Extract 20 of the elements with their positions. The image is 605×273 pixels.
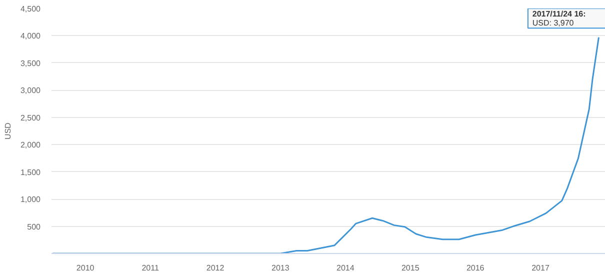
y-tick-label: 1,000 [20, 195, 42, 204]
x-tick-label: 2015 [401, 264, 420, 272]
y-tick-label: 4,500 [20, 4, 42, 14]
x-tick-label: 2013 [272, 264, 290, 272]
y-tick-label: 4,000 [20, 32, 42, 41]
x-tick-label: 2012 [206, 264, 225, 272]
y-tick-label: 1,500 [20, 168, 42, 177]
y-tick-label: 3,000 [20, 86, 42, 96]
y-tick-label: 2,000 [20, 140, 42, 150]
annotation: 2017/11/24 16: [532, 10, 586, 19]
y-axis-title: USD [3, 122, 12, 140]
x-tick-label: 2011 [142, 264, 160, 272]
x-tick-label: 2014 [336, 264, 355, 272]
y-tick-label: 2,500 [20, 113, 42, 122]
x-tick-label: 2010 [76, 264, 95, 272]
y-tick-label: 3,500 [20, 58, 42, 68]
annotation: USD: 3,970 [532, 18, 574, 28]
x-tick-label: 2016 [466, 264, 485, 272]
y-tick-label: 500 [27, 222, 42, 232]
x-tick-label: 2017 [532, 264, 550, 272]
